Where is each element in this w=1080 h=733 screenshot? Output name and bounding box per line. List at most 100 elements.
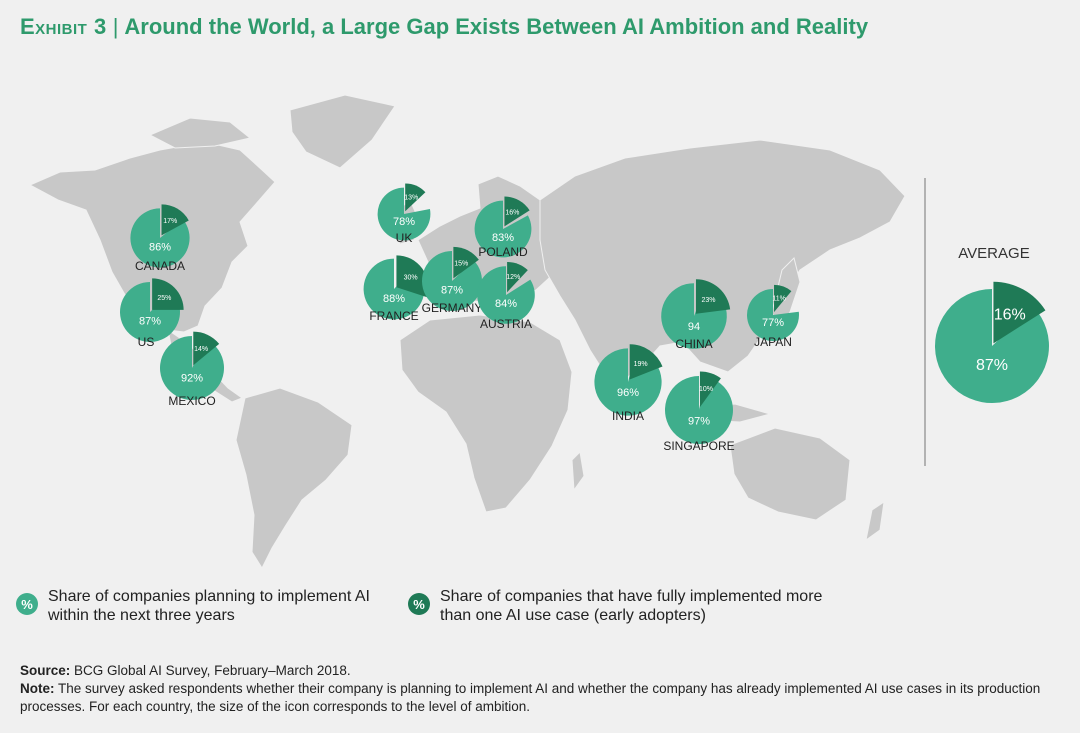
pie-japan: 77% 11% JAPAN bbox=[747, 284, 799, 349]
pie-uk: 78% 13% UK bbox=[377, 183, 431, 245]
asia-shape bbox=[539, 139, 906, 381]
legend-adopters-text: Share of companies that have fully imple… bbox=[440, 588, 823, 624]
pie-adopters-label-germany: 15% bbox=[454, 260, 468, 267]
note-label: Note: bbox=[20, 681, 55, 696]
exhibit-title: Exhibit 3 | Around the World, a Large Gap … bbox=[20, 14, 868, 40]
country-label-canada: CANADA bbox=[135, 259, 185, 273]
pie-planning-germany bbox=[422, 250, 482, 311]
country-label-austria: AUSTRIA bbox=[480, 317, 532, 331]
pie-planning-label-austria: 84% bbox=[495, 298, 517, 310]
source-label: Source: bbox=[20, 663, 71, 678]
note-text: The survey asked respondents whether the… bbox=[20, 681, 1041, 714]
country-label-singapore: SINGAPORE bbox=[663, 439, 734, 453]
legend-adopters: % Share of companies that have fully imp… bbox=[408, 587, 840, 625]
pie-planning-label-india: 96% bbox=[617, 387, 639, 399]
pie-adopters-austria bbox=[507, 261, 528, 293]
country-label-france: FRANCE bbox=[369, 309, 418, 323]
pie-adopters-label-austria: 12% bbox=[506, 274, 520, 281]
pie-adopters-average bbox=[993, 281, 1046, 344]
pie-planning-label-canada: 86% bbox=[149, 241, 171, 253]
source-line: Source: BCG Global AI Survey, February–M… bbox=[20, 662, 1060, 680]
new-zealand-shape bbox=[865, 500, 885, 542]
pie-adopters-canada bbox=[161, 204, 189, 236]
average-label: AVERAGE bbox=[958, 245, 1029, 262]
exhibit-number: Exhibit 3 bbox=[20, 14, 107, 39]
pie-planning-uk bbox=[377, 187, 431, 241]
legend-planning-swatch: % bbox=[16, 593, 38, 615]
country-label-poland: POLAND bbox=[478, 245, 528, 259]
country-label-us: US bbox=[138, 335, 155, 349]
pie-planning-label-average: 87% bbox=[976, 357, 1008, 374]
pie-adopters-china bbox=[695, 279, 731, 314]
legend-adopters-swatch: % bbox=[408, 593, 430, 615]
pie-planning-label-china: 94 bbox=[688, 321, 700, 333]
pie-adopters-label-singapore: 10% bbox=[699, 386, 713, 393]
pie-adopters-label-poland: 16% bbox=[505, 209, 519, 216]
title-separator: | bbox=[112, 14, 119, 39]
pie-adopters-label-india: 19% bbox=[634, 361, 648, 368]
pie-adopters-france bbox=[396, 255, 429, 298]
legend-planning: % Share of companies planning to impleme… bbox=[16, 587, 388, 625]
pie-planning-label-uk: 78% bbox=[393, 216, 415, 228]
country-label-mexico: MEXICO bbox=[168, 394, 215, 408]
pie-average: 87% 16% bbox=[935, 281, 1049, 403]
pie-us: 87% 25% US bbox=[120, 278, 184, 349]
pie-planning-label-mexico: 92% bbox=[181, 372, 203, 384]
pie-austria: 84% 12% AUSTRIA bbox=[477, 261, 535, 331]
country-pies: 86% 17% CANADA 87% 25% US 92% 14% MEXICO 78% 13% UK… bbox=[120, 183, 799, 453]
pie-planning-japan bbox=[747, 289, 799, 341]
pie-adopters-germany bbox=[453, 246, 479, 279]
pie-france: 88% 30% FRANCE bbox=[363, 255, 429, 323]
pie-germany: 87% 15% GERMANY bbox=[422, 246, 483, 315]
exhibit-title-text: Around the World, a Large Gap Exists Bet… bbox=[124, 14, 869, 39]
pie-planning-average bbox=[935, 289, 1049, 403]
pie-planning-us bbox=[120, 281, 180, 342]
south-america-shape bbox=[235, 387, 353, 570]
pie-adopters-poland bbox=[504, 196, 530, 227]
pie-adopters-label-japan: 11% bbox=[772, 296, 786, 303]
africa-shape bbox=[399, 314, 573, 513]
pie-poland: 83% 16% POLAND bbox=[474, 196, 532, 259]
pie-adopters-label-average: 16% bbox=[994, 306, 1026, 323]
madagascar-shape bbox=[571, 450, 585, 492]
note-line: Note: The survey asked respondents wheth… bbox=[20, 680, 1060, 716]
pie-planning-canada bbox=[130, 208, 190, 268]
pie-adopters-india bbox=[629, 344, 663, 380]
pie-planning-label-france: 88% bbox=[383, 293, 405, 305]
pie-adopters-uk bbox=[405, 183, 426, 212]
pie-india: 96% 19% INDIA bbox=[594, 344, 663, 423]
average-pie-group: AVERAGE 87% 16% bbox=[935, 245, 1049, 403]
greenland-shape bbox=[289, 94, 396, 169]
pie-adopters-japan bbox=[774, 284, 792, 313]
pie-planning-label-poland: 83% bbox=[492, 232, 514, 244]
pie-canada: 86% 17% CANADA bbox=[130, 204, 190, 273]
pie-planning-label-japan: 77% bbox=[762, 317, 784, 329]
pie-planning-austria bbox=[477, 266, 535, 324]
pie-china: 94 23% CHINA bbox=[661, 279, 731, 351]
pie-adopters-mexico bbox=[193, 331, 220, 366]
pie-planning-singapore bbox=[664, 375, 733, 444]
pie-singapore: 97% 10% SINGAPORE bbox=[663, 371, 735, 453]
pie-adopters-label-france: 30% bbox=[404, 274, 418, 281]
footer: Source: BCG Global AI Survey, February–M… bbox=[20, 662, 1060, 716]
pie-planning-label-germany: 87% bbox=[441, 285, 463, 297]
country-label-japan: JAPAN bbox=[754, 335, 792, 349]
pie-adopters-label-uk: 13% bbox=[404, 195, 418, 202]
legend-planning-text: Share of companies planning to implement… bbox=[48, 588, 370, 624]
pie-adopters-us bbox=[152, 278, 184, 310]
country-label-india: INDIA bbox=[612, 409, 644, 423]
pie-planning-poland bbox=[474, 200, 532, 258]
pie-adopters-singapore bbox=[699, 371, 721, 408]
country-label-germany: GERMANY bbox=[422, 301, 483, 315]
pie-planning-label-us: 87% bbox=[139, 316, 161, 328]
pie-planning-label-singapore: 97% bbox=[688, 415, 710, 427]
country-label-uk: UK bbox=[396, 231, 413, 245]
source-text: BCG Global AI Survey, February–March 201… bbox=[74, 663, 351, 678]
pie-adopters-label-us: 25% bbox=[157, 295, 171, 302]
pie-mexico: 92% 14% MEXICO bbox=[160, 331, 224, 408]
pie-adopters-label-canada: 17% bbox=[163, 218, 177, 225]
canadian-arctic-shape bbox=[148, 117, 252, 149]
pie-adopters-label-china: 23% bbox=[702, 297, 716, 304]
country-label-china: CHINA bbox=[675, 337, 712, 351]
